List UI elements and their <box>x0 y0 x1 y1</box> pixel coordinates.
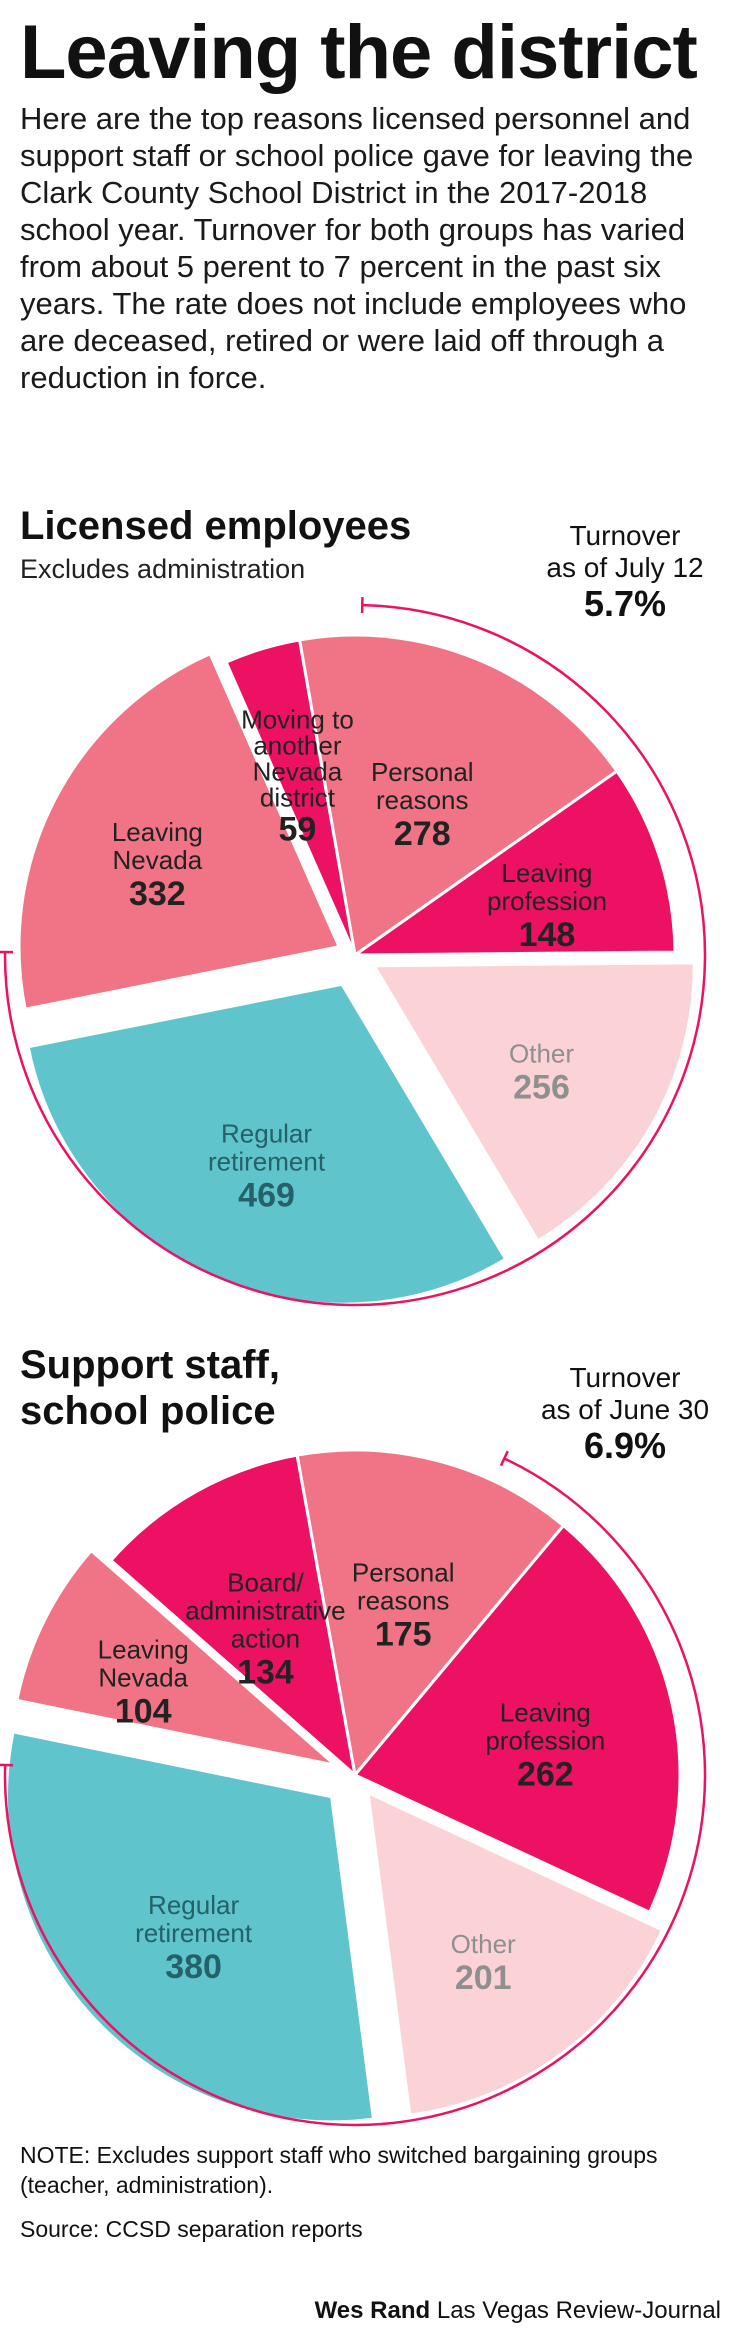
slice-other <box>366 1790 665 2117</box>
licensed-section-title: Licensed employees <box>20 503 411 549</box>
slice-value-leaving-nevada: 332 <box>129 875 186 913</box>
slice-leaving-profession <box>352 1523 682 1915</box>
slice-personal-reasons <box>295 1448 566 1779</box>
slice-value-personal-reasons: 175 <box>375 1616 432 1654</box>
support-turnover: Turnover as of June 30 6.9% <box>520 1362 730 1466</box>
slice-value-leaving-nevada: 104 <box>115 1693 172 1731</box>
credit-org: Las Vegas Review-Journal <box>436 2297 721 2324</box>
turnover-value: 6.9% <box>583 1425 667 1466</box>
slice-other <box>371 961 696 1243</box>
slice-label-leaving-nevada: Leaving Nevada <box>112 817 203 875</box>
licensed-subtitle: Excludes administration <box>20 554 306 584</box>
turnover-label-line: Turnover <box>569 520 681 551</box>
turnover-arc <box>3 1457 707 2127</box>
support-title-line: Support staff, <box>20 1343 280 1387</box>
turnover-label-line: Turnover <box>569 1362 681 1393</box>
slice-leaving-nevada <box>17 651 342 1011</box>
intro-text: Here are the top reasons licensed person… <box>20 101 694 395</box>
slice-label-leaving-profession: Leaving profession <box>487 858 607 916</box>
slice-label-personal-reasons: Personal reasons <box>371 757 474 815</box>
support-section-title: Support staff, school police <box>20 1342 280 1434</box>
turnover-value: 5.7% <box>583 583 667 624</box>
slice-label-leaving-profession: Leaving profession <box>485 1697 605 1755</box>
page-title: Leaving the district <box>20 10 698 95</box>
slice-value-leaving-profession: 148 <box>519 916 576 954</box>
slice-label-regular-retirement: Regular retirement <box>135 1890 253 1948</box>
credit-line: Wes Rand Las Vegas Review-Journal <box>315 2296 721 2326</box>
footnote: NOTE: Excludes support staff who switche… <box>20 2142 658 2198</box>
slice-label-leaving-nevada: Leaving Nevada <box>98 1635 189 1693</box>
slice-leaving-profession <box>350 769 677 957</box>
turnover-arc <box>3 603 707 1307</box>
slice-value-board-administrative-action: 134 <box>237 1653 294 1691</box>
slice-moving-to-another-nevada-district <box>224 638 357 956</box>
slice-label-other: Other <box>451 1929 516 1959</box>
slice-value-leaving-profession: 262 <box>517 1755 574 1793</box>
slice-label-regular-retirement: Regular retirement <box>208 1119 326 1177</box>
turnover-label-line: as of July 12 <box>546 552 704 583</box>
slice-label-personal-reasons: Personal reasons <box>352 1558 455 1616</box>
slice-board-administrative-action <box>108 1453 358 1779</box>
slice-value-personal-reasons: 278 <box>394 815 451 853</box>
support-title-line: school police <box>20 1389 276 1433</box>
source-line: Source: CCSD separation reports <box>20 2216 363 2242</box>
slice-label-moving-to-another-nevada-district: Moving to another Nevada district <box>241 705 354 813</box>
slice-value-other: 256 <box>513 1069 570 1107</box>
slice-label-board-administrative-action: Board/administrative action <box>185 1567 345 1653</box>
slice-regular-retirement <box>26 982 508 1306</box>
slice-value-regular-retirement: 380 <box>165 1948 222 1986</box>
licensed-turnover: Turnover as of July 12 5.7% <box>520 520 730 624</box>
slice-value-other: 201 <box>455 1959 512 1997</box>
slice-value-moving-to-another-nevada-district: 59 <box>279 811 317 849</box>
slice-leaving-nevada <box>15 1548 341 1768</box>
turnover-label-line: as of June 30 <box>540 1394 710 1425</box>
slice-personal-reasons <box>297 633 619 958</box>
licensed-title-line: Licensed employees <box>20 504 412 548</box>
turnover-arc-tick <box>499 1450 509 1467</box>
credit-name: Wes Rand <box>314 2297 431 2324</box>
slice-label-other: Other <box>509 1039 574 1069</box>
slice-value-regular-retirement: 469 <box>238 1177 295 1215</box>
